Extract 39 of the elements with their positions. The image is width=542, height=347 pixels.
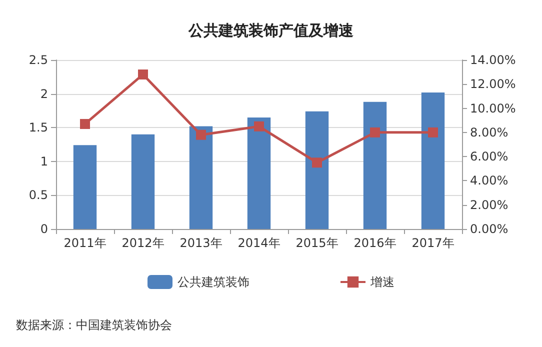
point <box>196 130 206 140</box>
point <box>428 127 438 138</box>
x-tick-label: 2017年 <box>412 236 454 250</box>
x-tick-label: 2015年 <box>296 236 338 250</box>
y2-tick-label: 10.00% <box>470 101 516 116</box>
point <box>312 158 322 168</box>
bar <box>421 92 445 229</box>
x-tick-label: 2014年 <box>238 236 280 250</box>
y-tick-label: 0.5 <box>28 188 48 202</box>
x-tick-label: 2013年 <box>180 236 222 250</box>
x-tick-label: 2011年 <box>64 236 106 250</box>
x-tick-label: 2016年 <box>354 236 396 250</box>
y2-tick-label: 0.00% <box>470 222 508 236</box>
point <box>138 69 148 80</box>
legend-label: 增速 <box>370 275 394 289</box>
chart-title: 公共建筑装饰产值及增速 <box>188 22 354 40</box>
legend-label: 公共建筑装饰 <box>178 275 250 289</box>
y-tick-label: 0 <box>40 222 48 236</box>
bar <box>305 111 329 229</box>
bar <box>247 117 271 229</box>
y2-tick-label: 4.00% <box>470 174 508 188</box>
bar <box>73 145 97 229</box>
y-tick-label: 2 <box>40 86 48 101</box>
y-tick-label: 1 <box>40 154 48 168</box>
y2-tick-label: 6.00% <box>470 150 508 164</box>
x-tick-label: 2012年 <box>122 236 164 250</box>
y2-tick-label: 2.00% <box>470 198 508 212</box>
bar <box>363 102 387 229</box>
point <box>370 127 380 138</box>
y-tick-label: 2.5 <box>28 53 48 67</box>
y2-tick-label: 14.00% <box>470 53 516 67</box>
y2-tick-label: 8.00% <box>470 125 508 140</box>
point <box>254 121 264 132</box>
bar <box>131 134 155 229</box>
point <box>80 118 90 129</box>
bar <box>189 126 213 229</box>
y2-tick-label: 12.00% <box>470 77 516 92</box>
source-note: 数据来源：中国建筑装饰协会 <box>16 318 172 332</box>
y-tick-label: 1.5 <box>28 120 48 135</box>
